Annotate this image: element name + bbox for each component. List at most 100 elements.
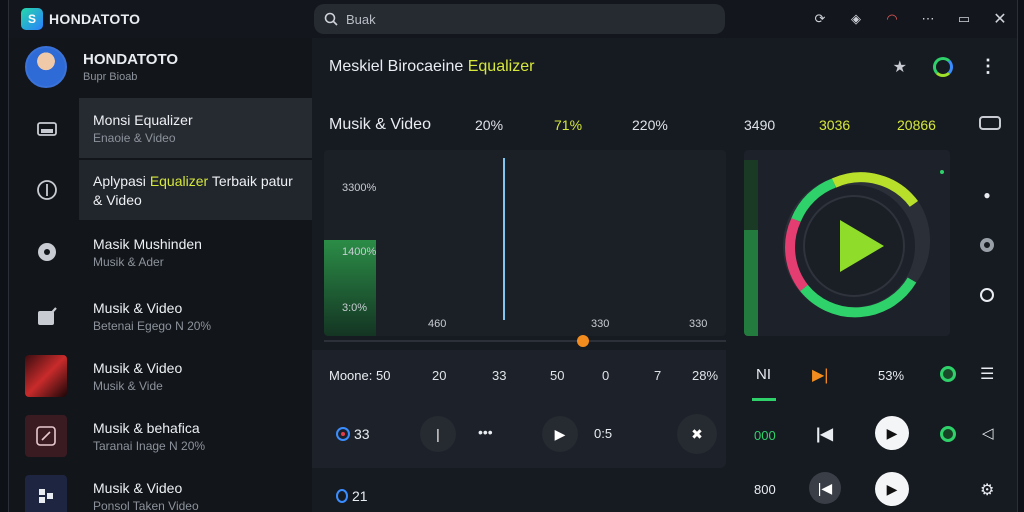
- more-dots-icon[interactable]: •••: [478, 424, 493, 440]
- sidebar-item-title: Monsi Equalizer: [93, 111, 193, 128]
- sidebar-item-subtitle: Taranai Inage N 20%: [93, 438, 206, 453]
- list-icon[interactable]: ☰: [980, 366, 995, 383]
- eq-value-4: 3490: [744, 117, 776, 133]
- close-icon[interactable]: ✕: [993, 11, 1007, 28]
- eq-value-5: 3036: [819, 117, 851, 133]
- sidebar-item-subtitle: Ponsol Taken Video: [93, 498, 199, 512]
- refresh-icon[interactable]: ⟳: [814, 11, 826, 26]
- right-side-icons: ●: [972, 188, 1002, 302]
- equalizer-graph: 3300% 1400% 3:0% 460 330 330: [324, 150, 726, 336]
- active-indicator: [752, 398, 776, 401]
- sidebar-item-subtitle: Enaoie & Video: [93, 130, 176, 145]
- green-counter: 000: [754, 428, 776, 443]
- sidebar-item-equalizer[interactable]: Monsi Equalizer Enaoie & Video: [79, 98, 312, 158]
- eq-label: Musik & Video: [329, 116, 431, 133]
- sidebar-item-video-3[interactable]: Musik & Video Ponsol Taken Video: [9, 466, 312, 512]
- mode-value: 20: [432, 368, 447, 383]
- sidebar-item-video-1[interactable]: Musik & Video Betenai Egego N 20%: [9, 286, 312, 346]
- shield-icon[interactable]: ◈: [851, 11, 861, 26]
- eq-x-label: 460: [428, 318, 447, 330]
- search-input[interactable]: [346, 11, 706, 27]
- wifi-icon[interactable]: ◠: [886, 11, 898, 26]
- info-icon: [336, 489, 348, 503]
- volume-icon[interactable]: ◁: [982, 425, 994, 442]
- star-icon[interactable]: ★: [892, 58, 907, 76]
- play-button-large[interactable]: ▶: [875, 416, 909, 450]
- app-name: HONDATOTO: [49, 11, 141, 27]
- profile-subtitle: Bupr Bioab: [83, 71, 138, 83]
- mode-value: 7: [654, 368, 662, 383]
- play-button-bottom[interactable]: ▶: [875, 472, 909, 506]
- status-dot-icon[interactable]: [940, 366, 956, 382]
- playback-counter: 33: [336, 426, 370, 442]
- eq-value-3: 220%: [632, 117, 668, 133]
- sidebar-item-app[interactable]: Aplypasi Equalizer Terbaik patur & Video: [79, 160, 312, 220]
- volume-percent: 53%: [878, 368, 905, 383]
- sidebar-item-music[interactable]: Masik Mushinden Musik & Ader: [9, 222, 312, 282]
- sync-ring-icon[interactable]: [933, 56, 953, 77]
- eq-x-label: 330: [591, 318, 610, 330]
- battery-icon[interactable]: ▭: [957, 11, 971, 26]
- sidebar-item-title: Musik & Video: [93, 479, 183, 496]
- skip-back-icon[interactable]: |◀: [816, 426, 833, 443]
- sidebar-item-video-2[interactable]: Musik & Video Musik & Vide: [9, 346, 312, 406]
- pin-button[interactable]: ✖: [677, 414, 717, 454]
- equalizer-header: Musik & Video 20% 71% 220% 3490 3036 208…: [329, 116, 1017, 134]
- play-ring: [744, 160, 944, 336]
- mode-label: Moone: 50: [329, 368, 391, 383]
- edit-square-icon: [25, 415, 67, 457]
- folder-icon[interactable]: [33, 114, 61, 142]
- skip-forward-icon[interactable]: ▶|: [812, 367, 829, 384]
- page-title: Meskiel Birocaeine Equalizer: [329, 58, 535, 75]
- sidebar-item-subtitle: Betenai Egego N 20%: [93, 318, 212, 333]
- playback-time: 0:5: [594, 426, 613, 441]
- play-button[interactable]: ▶: [542, 416, 578, 452]
- search-bar[interactable]: [314, 4, 725, 34]
- mode-value: 0: [602, 368, 610, 383]
- eq-value-6: 20866: [897, 117, 936, 133]
- eq-y-label: 3300%: [342, 182, 377, 194]
- player-visualizer: [744, 150, 950, 336]
- header-actions: ★ ⋮: [893, 56, 997, 77]
- mode-value: 50: [550, 368, 565, 383]
- circle-outline-icon[interactable]: [980, 288, 994, 302]
- settings-gear-icon[interactable]: ⚙: [980, 482, 995, 499]
- skip-back-button[interactable]: |◀: [809, 472, 841, 504]
- mode-value: 33: [492, 368, 507, 383]
- app-window: S HONDATOTO ⟳ ◈ ◠ ⋯ ▭ ✕ HONDATOTO Bupr B…: [8, 0, 1018, 512]
- sidebar-item-title: Musik & Video: [93, 359, 183, 376]
- sidebar-item-behafica[interactable]: Musik & behafica Taranai Inage N 20%: [9, 406, 312, 466]
- sidebar-item-title: Masik Mushinden: [93, 235, 202, 252]
- profile-name: HONDATOTO: [83, 51, 179, 68]
- more-vertical-icon[interactable]: ⋮: [979, 56, 997, 76]
- bottom-counter-right: 800: [754, 482, 776, 497]
- profile[interactable]: HONDATOTO Bupr Bioab: [25, 46, 178, 88]
- sidebar: HONDATOTO Bupr Bioab Monsi Equalizer Ena…: [9, 38, 312, 512]
- shield-outline-icon[interactable]: [33, 176, 61, 204]
- control-panel: [312, 350, 726, 468]
- equalizer-waveform: [324, 150, 723, 336]
- sidebar-item-subtitle: Musik & Vide: [93, 378, 163, 393]
- mode-value: 28%: [692, 368, 719, 383]
- main-content: Meskiel Birocaeine Equalizer ★ ⋮ Musik &…: [312, 38, 1017, 512]
- app-logo-icon: S: [21, 8, 43, 30]
- record-icon[interactable]: [940, 426, 956, 442]
- menu-dots-icon[interactable]: ⋯: [921, 11, 935, 26]
- titlebar-icons: ⟳ ◈ ◠ ⋯ ▭ ✕: [811, 9, 1009, 29]
- eq-slider-track[interactable]: [324, 340, 726, 342]
- eq-x-label: 330: [689, 318, 708, 330]
- avatar[interactable]: [25, 46, 67, 88]
- dual-dot-icon[interactable]: ●: [983, 188, 991, 202]
- search-icon: [324, 12, 338, 26]
- ni-label[interactable]: NI: [756, 366, 771, 383]
- pause-button[interactable]: |: [420, 416, 456, 452]
- sidebar-item-subtitle: & Video: [93, 191, 142, 208]
- brand: S HONDATOTO: [21, 8, 140, 30]
- gallery-icon: [25, 475, 67, 512]
- toggle-icon[interactable]: [979, 116, 1001, 130]
- circle-filled-icon[interactable]: [980, 238, 994, 252]
- eq-slider-knob[interactable]: [577, 335, 589, 347]
- sidebar-item-subtitle: Musik & Ader: [93, 254, 164, 269]
- eq-y-label: 3:0%: [342, 302, 368, 314]
- sidebar-item-title: Musik & Video: [93, 299, 183, 316]
